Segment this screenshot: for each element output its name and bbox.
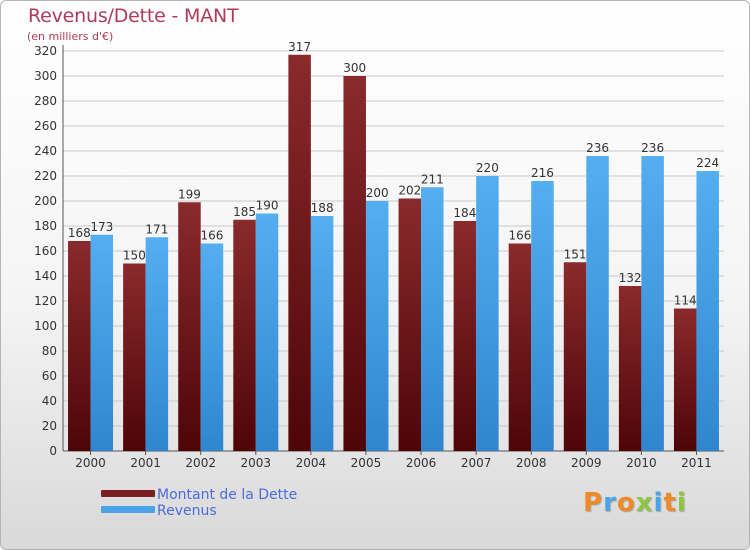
bar-dette (288, 54, 311, 451)
bar-revenus (365, 201, 389, 451)
y-tick-label: 160 (34, 244, 57, 258)
data-label-dette: 150 (123, 249, 146, 263)
data-label-revenus: 200 (366, 186, 389, 200)
data-label-revenus: 236 (586, 141, 609, 155)
data-label-revenus: 166 (201, 229, 224, 243)
data-label-dette: 317 (288, 40, 311, 54)
bar-dette (673, 308, 697, 451)
chart-subtitle: (en milliers d'€) (27, 30, 114, 43)
y-tick-label: 120 (34, 294, 57, 308)
logo-letter: t (663, 488, 677, 518)
x-tick-label: 2000 (75, 456, 106, 470)
y-tick-label: 100 (34, 319, 57, 333)
data-label-dette: 300 (343, 61, 366, 75)
bar-revenus (90, 234, 114, 451)
x-tick-label: 2004 (296, 456, 327, 470)
bar-revenus (641, 156, 664, 451)
bar-revenus (310, 216, 334, 451)
y-tick-label: 200 (34, 194, 57, 208)
data-label-dette: 185 (233, 205, 256, 219)
y-tick-label: 80 (42, 344, 57, 358)
x-tick-label: 2006 (406, 456, 437, 470)
data-label-dette: 132 (619, 271, 642, 285)
bar-dette (343, 76, 366, 451)
bar-dette (68, 241, 91, 451)
legend-label-revenus: Revenus (157, 503, 217, 519)
data-label-revenus: 188 (311, 201, 334, 215)
legend-swatch-revenus (101, 506, 155, 513)
proxiti-logo: Proxiti (583, 488, 687, 518)
bar-dette (453, 221, 477, 451)
y-tick-label: 320 (34, 44, 57, 58)
y-tick-label: 240 (34, 144, 57, 158)
bar-dette (563, 262, 587, 451)
y-tick-label: 260 (34, 119, 57, 133)
logo-letter: P (583, 488, 604, 518)
data-label-dette: 184 (453, 206, 476, 220)
chart-title: Revenus/Dette - MANT (28, 5, 239, 27)
data-label-dette: 151 (564, 247, 587, 261)
bar-revenus (696, 171, 719, 451)
y-tick-label: 20 (42, 419, 57, 433)
data-label-revenus: 173 (90, 220, 113, 234)
data-label-revenus: 190 (256, 199, 279, 213)
bar-revenus (476, 176, 499, 451)
data-label-revenus: 220 (476, 161, 499, 175)
data-label-dette: 202 (398, 184, 421, 198)
data-label-revenus: 211 (421, 172, 444, 186)
bar-revenus (531, 181, 554, 451)
logo-letter: o (616, 488, 636, 518)
x-tick-label: 2007 (461, 456, 492, 470)
logo-letter: r (603, 488, 617, 518)
bar-revenus (421, 187, 444, 451)
x-tick-label: 2003 (241, 456, 272, 470)
x-tick-label: 2002 (185, 456, 216, 470)
x-tick-label: 2008 (516, 456, 547, 470)
bar-dette (508, 243, 532, 451)
legend-swatch-dette (101, 490, 155, 497)
logo-letter: x (635, 488, 654, 518)
data-label-dette: 199 (178, 187, 201, 201)
bar-dette (178, 202, 201, 451)
bar-dette (618, 286, 642, 451)
x-tick-label: 2001 (130, 456, 161, 470)
x-tick-label: 2005 (351, 456, 382, 470)
data-label-revenus: 216 (531, 166, 554, 180)
y-tick-label: 180 (34, 219, 57, 233)
logo-letter: i (653, 488, 664, 518)
data-label-revenus: 171 (145, 222, 168, 236)
y-tick-label: 60 (42, 369, 57, 383)
x-tick-label: 2009 (571, 456, 602, 470)
bar-dette (123, 263, 146, 451)
x-tick-label: 2010 (626, 456, 657, 470)
bar-dette (398, 198, 422, 451)
y-tick-label: 220 (34, 169, 57, 183)
data-label-revenus: 224 (696, 156, 719, 170)
logo-letter: i (676, 488, 687, 518)
bar-revenus (200, 243, 224, 451)
y-tick-label: 300 (34, 69, 57, 83)
data-label-revenus: 236 (641, 141, 664, 155)
x-tick-label: 2011 (681, 456, 712, 470)
data-label-dette: 114 (674, 294, 697, 308)
data-label-dette: 166 (509, 229, 532, 243)
y-tick-label: 0 (49, 444, 57, 458)
bar-revenus (255, 213, 279, 451)
data-label-dette: 168 (68, 226, 91, 240)
y-tick-label: 40 (42, 394, 57, 408)
bar-revenus (145, 237, 169, 451)
bar-dette (233, 219, 256, 451)
bar-revenus (586, 156, 609, 451)
legend-label-dette: Montant de la Dette (157, 487, 298, 503)
y-tick-label: 280 (34, 94, 57, 108)
y-tick-label: 140 (34, 269, 57, 283)
